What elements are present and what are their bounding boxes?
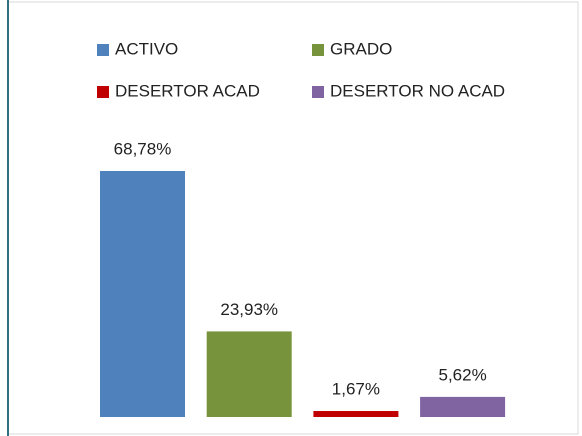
legend-swatch	[97, 86, 109, 98]
legend-label: ACTIVO	[115, 39, 178, 58]
bar	[206, 331, 292, 417]
data-label: 23,93%	[220, 300, 278, 319]
legend-label: DESERTOR NO ACAD	[330, 81, 505, 100]
chart-frame	[7, 1, 579, 435]
data-label: 68,78%	[114, 139, 172, 158]
legend-swatch	[97, 44, 109, 56]
bar	[100, 171, 185, 417]
legend-swatch	[312, 86, 324, 98]
data-label: 1,67%	[332, 380, 380, 399]
legend-label: GRADO	[330, 39, 392, 58]
legend-swatch	[312, 44, 324, 56]
data-label: 5,62%	[438, 365, 486, 384]
bar	[420, 396, 506, 417]
legend-label: DESERTOR ACAD	[115, 81, 260, 100]
bar	[313, 411, 399, 417]
